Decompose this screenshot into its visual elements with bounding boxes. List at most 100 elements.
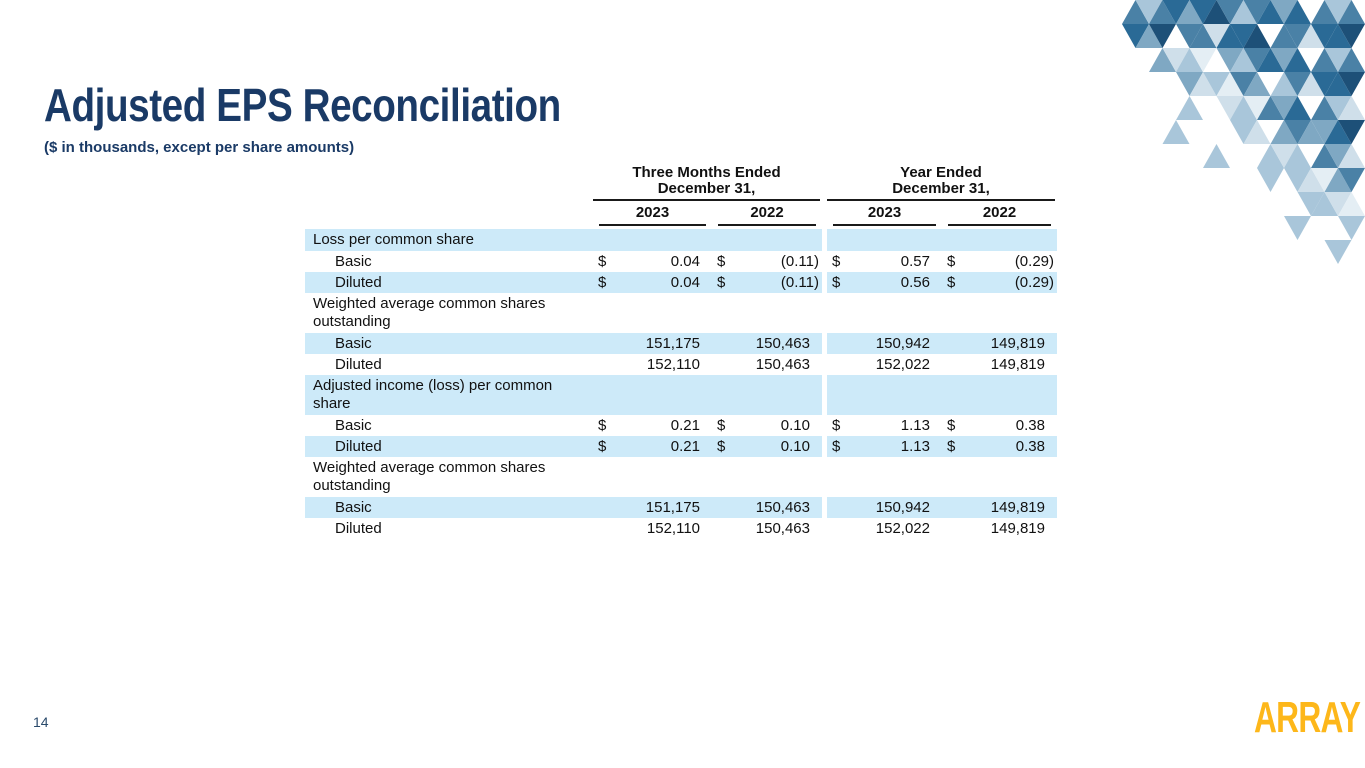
currency-symbol: $ [598, 273, 607, 291]
value-cell-tm-2022: $ (0.11) [712, 271, 822, 293]
value-cell-tm-2023: 151,175 [593, 496, 712, 518]
row-label: Adjusted income (loss) per common share [313, 376, 553, 413]
group-title-line1: Year Ended [900, 164, 982, 181]
value-cell-ye-2022: $0.38 [942, 435, 1057, 457]
value-cell-ye-2023: 150,942 [827, 332, 942, 354]
table-row: Weighted average common shares outstandi… [305, 292, 1057, 333]
currency-symbol: $ [832, 416, 841, 434]
value-cell-tm-2022: $0.10 [712, 435, 822, 457]
table-group-header-row: Three Months Ended December 31, Year End… [305, 165, 1057, 201]
cell-value [700, 293, 712, 333]
cell-value: 150,463 [755, 334, 810, 352]
row-label: Basic [335, 498, 372, 516]
cell-value [700, 457, 712, 497]
cell-value: 150,942 [875, 498, 930, 516]
group-gap [822, 435, 827, 457]
row-label-cell: Diluted [305, 271, 593, 293]
value-cell-tm-2023 [593, 457, 712, 497]
currency-symbol [593, 375, 598, 415]
value-cell-ye-2022: $ (0.29) [942, 271, 1057, 293]
group-title-line1: Three Months Ended [632, 164, 781, 181]
currency-symbol: $ [947, 273, 956, 291]
currency-symbol [827, 457, 832, 497]
table-row: Adjusted income (loss) per common share [305, 374, 1057, 415]
currency-symbol [593, 293, 598, 333]
currency-symbol [712, 293, 717, 333]
currency-symbol [593, 497, 598, 518]
currency-symbol [827, 293, 832, 333]
currency-symbol [712, 375, 717, 415]
cell-value: (0.11) [780, 273, 819, 291]
table-row: Basic 151,175 150,463 150,942 149,819 [305, 496, 1057, 518]
currency-symbol: $ [947, 252, 956, 270]
table-year-header-row: 2023 2022 2023 2022 [305, 201, 1057, 226]
currency-symbol: $ [947, 416, 956, 434]
value-cell-ye-2023 [827, 374, 942, 415]
cell-value: 0.21 [670, 437, 700, 455]
cell-value: 0.38 [1015, 437, 1045, 455]
cell-value: 152,110 [646, 519, 700, 537]
cell-value: 1.13 [900, 416, 930, 434]
table-row: Diluted $0.04 $ (0.11) $0.56 $ (0.29) [305, 271, 1057, 293]
cell-value [810, 293, 822, 333]
value-cell-tm-2023 [593, 374, 712, 415]
table-row: Basic $0.04 $ (0.11) $0.57 $ (0.29) [305, 250, 1057, 272]
row-label-cell: Basic [305, 251, 593, 272]
cell-value [930, 229, 942, 251]
row-label-cell: Loss per common share [305, 229, 593, 251]
cell-value [1045, 229, 1057, 251]
value-cell-tm-2022: 150,463 [712, 518, 822, 539]
row-label-cell: Weighted average common shares outstandi… [305, 457, 593, 497]
table-row: Loss per common share [305, 229, 1057, 251]
currency-symbol [593, 229, 598, 251]
cell-value: 151,175 [645, 498, 700, 516]
value-cell-tm-2023: $0.21 [593, 415, 712, 436]
value-cell-tm-2023 [593, 293, 712, 333]
value-cell-ye-2022: 149,819 [942, 518, 1057, 539]
value-cell-ye-2023: 150,942 [827, 496, 942, 518]
group-title-line2: December 31, [657, 180, 756, 197]
currency-symbol [827, 518, 832, 539]
value-cell-tm-2023: 151,175 [593, 332, 712, 354]
value-cell-tm-2022: $ (0.11) [712, 251, 822, 272]
currency-symbol [942, 293, 947, 333]
currency-symbol [942, 457, 947, 497]
cell-value [1045, 457, 1057, 497]
cell-value [930, 375, 942, 415]
value-cell-ye-2023: $1.13 [827, 415, 942, 436]
currency-symbol [942, 354, 947, 375]
group-title-line2: December 31, [892, 180, 990, 197]
value-cell-tm-2022: 150,463 [712, 496, 822, 518]
row-label-cell: Weighted average common shares outstandi… [305, 293, 593, 333]
row-label: Basic [335, 416, 372, 434]
cell-value: 1.13 [900, 437, 930, 455]
cell-value [930, 457, 942, 497]
cell-value: 0.38 [1015, 416, 1045, 434]
group-gap [822, 271, 827, 293]
row-label-cell: Diluted [305, 518, 593, 539]
cell-value: 149,819 [990, 355, 1045, 373]
group-gap [822, 332, 827, 354]
cell-value: 152,110 [646, 355, 700, 373]
currency-symbol [942, 333, 947, 354]
currency-symbol [827, 375, 832, 415]
value-cell-ye-2023: $0.56 [827, 271, 942, 293]
currency-symbol [827, 229, 832, 251]
value-cell-ye-2023: 152,022 [827, 354, 942, 375]
currency-symbol [942, 375, 947, 415]
value-cell-ye-2023 [827, 457, 942, 497]
cell-value: 150,463 [755, 355, 810, 373]
row-label-cell: Adjusted income (loss) per common share [305, 374, 593, 415]
value-cell-ye-2022: 149,819 [942, 496, 1057, 518]
value-cell-tm-2023: 152,110 [593, 354, 712, 375]
currency-symbol [712, 333, 717, 354]
currency-symbol: $ [717, 273, 726, 291]
eps-reconciliation-table: Three Months Ended December 31, Year End… [305, 165, 1057, 539]
row-label: Basic [335, 334, 372, 352]
cell-value: 150,463 [755, 498, 810, 516]
currency-symbol: $ [832, 437, 841, 455]
value-cell-tm-2023: $0.04 [593, 271, 712, 293]
cell-value: (0.11) [780, 252, 819, 270]
cell-value [1045, 375, 1057, 415]
